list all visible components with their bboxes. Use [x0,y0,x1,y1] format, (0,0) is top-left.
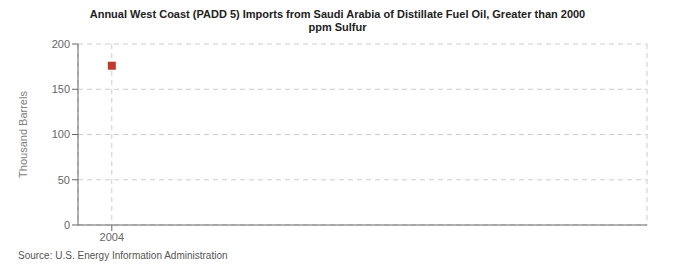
svg-text:150: 150 [52,83,70,95]
html-text:Annual West Coast (PADD 5) Imp: Annual West Coast (PADD 5) Imports from … [89,8,586,20]
html-text:ppm Sulfur: ppm Sulfur [308,21,367,33]
html-text:Source: U.S. Energy Informatio: Source: U.S. Energy Information Administ… [18,250,228,261]
svg-text:0: 0 [64,219,70,231]
svg-text:100: 100 [52,128,70,140]
svg-text:200: 200 [52,38,70,50]
svg-text:Thousand Barrels: Thousand Barrels [17,91,29,178]
svg-text:2004: 2004 [100,231,124,243]
svg-text:50: 50 [58,174,70,186]
